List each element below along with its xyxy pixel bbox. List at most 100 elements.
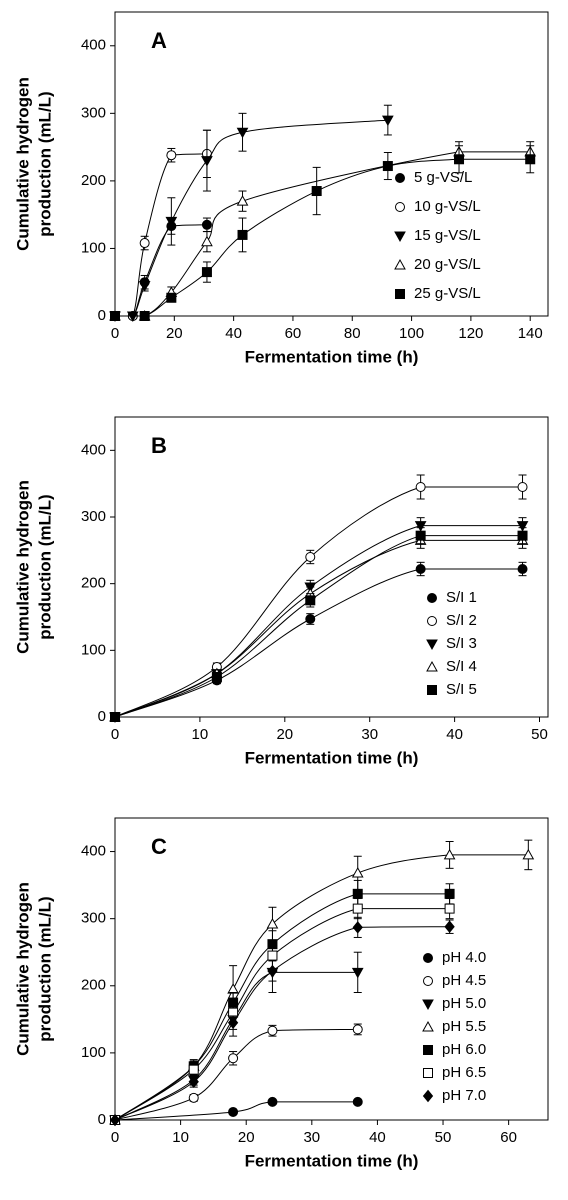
legend-marker (395, 289, 405, 299)
x-tick-label: 140 (518, 325, 543, 342)
y-tick-label: 300 (81, 508, 106, 525)
fit-line (114, 119, 388, 317)
marker (228, 1053, 239, 1064)
x-axis-label: Fermentation time (h) (245, 748, 419, 767)
marker (525, 154, 536, 165)
y-tick-label: 300 (81, 910, 106, 927)
marker (517, 564, 528, 574)
marker (311, 186, 322, 197)
legend-marker (426, 660, 438, 672)
legend-marker (395, 173, 405, 183)
marker (228, 1106, 239, 1117)
legend-marker (423, 1045, 433, 1055)
marker (201, 267, 212, 278)
legend-label: pH 5.5 (442, 1018, 486, 1035)
x-tick-label: 10 (172, 1129, 189, 1146)
legend-label: 20 g-VS/L (414, 256, 481, 273)
x-tick-label: 10 (192, 726, 209, 743)
legend-marker (422, 999, 434, 1011)
x-tick-label: 120 (458, 325, 483, 342)
legend-label: pH 6.0 (442, 1041, 486, 1058)
legend-marker (395, 202, 405, 212)
y-tick-label: 100 (81, 239, 106, 256)
legend-label: pH 4.5 (442, 972, 486, 989)
y-tick-label: 0 (98, 307, 106, 324)
y-tick-label: 200 (81, 575, 106, 592)
y-tick-label: 100 (81, 641, 106, 658)
x-tick-label: 30 (303, 1129, 320, 1146)
x-tick-label: 40 (369, 1129, 386, 1146)
x-tick-label: 40 (446, 726, 463, 743)
y-tick-label: 0 (98, 1111, 106, 1128)
fit-line (114, 153, 207, 317)
plot-frame (114, 817, 549, 1121)
legend-label: pH 5.0 (442, 995, 486, 1012)
marker (237, 229, 248, 240)
marker (414, 521, 427, 532)
legend-label: pH 4.0 (442, 949, 486, 966)
x-tick-label: 60 (500, 1129, 517, 1146)
marker (352, 1096, 363, 1107)
y-tick-label: 400 (81, 37, 106, 54)
marker (444, 920, 455, 934)
fit-line (114, 158, 531, 317)
marker (351, 867, 364, 878)
marker (110, 712, 120, 722)
fit-line (114, 224, 207, 317)
x-tick-label: 40 (225, 325, 242, 342)
legend-marker (427, 616, 437, 626)
y-axis-label: production (mL/L) (35, 896, 54, 1041)
marker (236, 195, 249, 206)
marker (267, 1025, 278, 1036)
legend-label: pH 6.5 (442, 1064, 486, 1081)
marker (227, 983, 239, 994)
legend-label: 10 g-VS/L (414, 198, 481, 215)
x-tick-label: 80 (344, 325, 361, 342)
legend-label: S/I 3 (446, 635, 477, 652)
legend-label: pH 7.0 (442, 1087, 486, 1104)
panel-title: A (151, 28, 167, 53)
legend-label: S/I 2 (446, 612, 477, 629)
marker (352, 903, 363, 914)
x-tick-label: 20 (166, 325, 183, 342)
marker (352, 921, 363, 934)
marker (305, 614, 316, 624)
legend-marker (394, 258, 406, 270)
marker (522, 848, 535, 860)
marker (444, 888, 455, 899)
x-tick-label: 0 (111, 325, 119, 342)
marker (305, 595, 316, 606)
x-axis-label: Fermentation time (h) (245, 347, 419, 366)
marker (110, 311, 120, 321)
marker (166, 150, 177, 161)
x-tick-label: 60 (285, 325, 302, 342)
marker (109, 1113, 121, 1127)
x-tick-label: 0 (111, 1129, 119, 1146)
marker (266, 918, 279, 929)
x-axis-label: Fermentation time (h) (245, 1151, 419, 1170)
y-tick-label: 0 (98, 708, 106, 725)
marker (188, 1064, 199, 1075)
marker (444, 903, 455, 914)
legend-marker (426, 639, 438, 651)
y-tick-label: 400 (81, 843, 106, 860)
marker (166, 292, 177, 303)
marker (201, 156, 213, 167)
legend-label: S/I 5 (446, 681, 477, 698)
y-axis-label: production (mL/L) (35, 494, 54, 639)
marker (139, 238, 150, 249)
marker (201, 219, 212, 230)
x-tick-label: 20 (276, 726, 293, 743)
marker (516, 521, 529, 532)
marker (415, 530, 426, 541)
y-tick-label: 200 (81, 977, 106, 994)
marker (267, 1096, 278, 1107)
x-tick-label: 30 (361, 726, 378, 743)
legend-label: 25 g-VS/L (414, 285, 481, 302)
legend-label: S/I 1 (446, 589, 477, 606)
marker (351, 967, 364, 979)
legend-marker (422, 1020, 434, 1032)
marker (382, 161, 393, 172)
marker (517, 530, 528, 541)
